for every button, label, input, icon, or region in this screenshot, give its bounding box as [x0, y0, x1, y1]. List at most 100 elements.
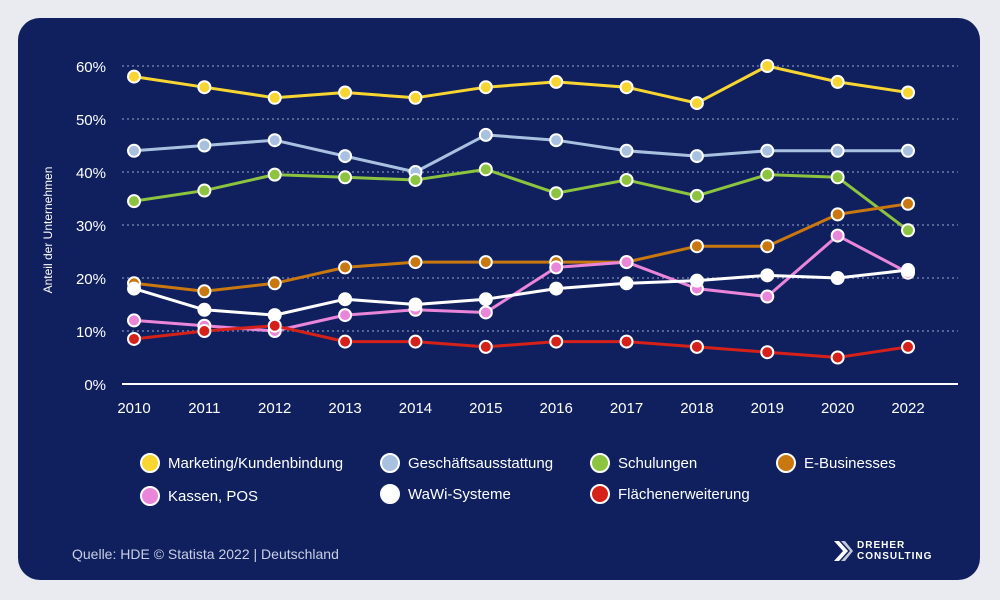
x-tick-label: 2020 — [821, 400, 854, 417]
data-point[interactable] — [267, 318, 282, 333]
data-point[interactable] — [689, 273, 704, 288]
data-point[interactable] — [760, 167, 775, 182]
data-point[interactable] — [830, 350, 845, 365]
x-tick-label: 2019 — [751, 400, 784, 417]
data-point[interactable] — [127, 194, 141, 209]
x-tick-label: 2016 — [539, 400, 572, 417]
data-point[interactable] — [127, 143, 141, 158]
data-point[interactable] — [830, 143, 845, 158]
data-point[interactable] — [901, 339, 915, 354]
data-point[interactable] — [408, 172, 423, 187]
data-point[interactable] — [267, 167, 282, 182]
data-point[interactable] — [760, 143, 775, 158]
data-point[interactable] — [408, 334, 423, 349]
data-point[interactable] — [760, 268, 775, 283]
data-point[interactable] — [830, 207, 845, 222]
y-tick-label: 60% — [76, 59, 106, 76]
data-point[interactable] — [830, 170, 845, 185]
y-tick-label: 40% — [76, 165, 106, 182]
data-point[interactable] — [619, 172, 634, 187]
data-point[interactable] — [549, 133, 564, 148]
data-point[interactable] — [901, 85, 915, 100]
data-point[interactable] — [760, 289, 775, 304]
data-point[interactable] — [127, 331, 141, 346]
data-point[interactable] — [549, 260, 564, 275]
data-point[interactable] — [760, 59, 775, 73]
x-tick-label: 2013 — [328, 400, 361, 417]
data-point[interactable] — [267, 90, 282, 105]
data-point[interactable] — [127, 69, 141, 84]
data-point[interactable] — [689, 149, 704, 164]
data-point[interactable] — [549, 186, 564, 201]
data-point[interactable] — [478, 305, 493, 320]
x-tick-label: 2017 — [610, 400, 643, 417]
data-point[interactable] — [338, 260, 353, 275]
series-line — [133, 324, 909, 359]
data-point[interactable] — [619, 276, 634, 291]
data-point[interactable] — [549, 334, 564, 349]
data-point[interactable] — [478, 292, 493, 307]
data-point[interactable] — [267, 276, 282, 291]
data-point[interactable] — [197, 138, 212, 153]
y-tick-label: 30% — [76, 218, 106, 235]
data-point[interactable] — [197, 183, 212, 198]
data-point[interactable] — [267, 133, 282, 148]
data-point[interactable] — [197, 302, 212, 317]
data-point[interactable] — [197, 284, 212, 299]
x-tick-label: 2014 — [399, 400, 432, 417]
data-point[interactable] — [478, 255, 493, 270]
logo-mark-icon — [834, 541, 853, 561]
data-point[interactable] — [338, 334, 353, 349]
data-point[interactable] — [549, 281, 564, 296]
data-point[interactable] — [127, 313, 141, 328]
data-point[interactable] — [408, 90, 423, 105]
data-point[interactable] — [830, 271, 845, 285]
data-point[interactable] — [830, 74, 845, 89]
series-lines — [133, 64, 909, 359]
data-point[interactable] — [478, 339, 493, 354]
data-point[interactable] — [901, 196, 915, 211]
source-note: Quelle: HDE © Statista 2022 | Deutschlan… — [72, 546, 339, 562]
data-point[interactable] — [689, 239, 704, 254]
data-point[interactable] — [689, 339, 704, 354]
x-tick-label: 2018 — [680, 400, 713, 417]
data-point[interactable] — [408, 255, 423, 270]
dreher-consulting-logo: DREHER CONSULTING — [833, 540, 932, 562]
data-point[interactable] — [830, 228, 845, 243]
data-point[interactable] — [197, 324, 212, 338]
chart-card — [18, 18, 980, 580]
logo-line-2: CONSULTING — [857, 551, 933, 562]
data-point[interactable] — [760, 239, 775, 254]
data-point[interactable] — [478, 162, 493, 177]
data-point[interactable] — [338, 308, 353, 323]
data-point[interactable] — [901, 223, 915, 238]
data-point[interactable] — [127, 281, 141, 296]
data-point[interactable] — [408, 297, 423, 312]
data-point[interactable] — [689, 96, 704, 111]
data-point[interactable] — [901, 143, 915, 158]
y-axis-label: Anteil der Unternehmen — [41, 167, 55, 294]
data-point[interactable] — [338, 85, 353, 100]
series-line — [133, 202, 909, 293]
x-tick-label: 2022 — [891, 400, 924, 417]
y-axis-ticks: 0% 10% 20% 30% 40% 50% 60% — [76, 59, 106, 394]
data-point[interactable] — [760, 345, 775, 360]
data-point[interactable] — [901, 263, 915, 278]
series-points — [127, 59, 915, 365]
data-point[interactable] — [338, 170, 353, 185]
data-point[interactable] — [619, 255, 634, 270]
series-line — [133, 268, 909, 317]
data-point[interactable] — [619, 334, 634, 349]
data-point[interactable] — [478, 80, 493, 95]
data-point[interactable] — [197, 80, 212, 95]
data-point[interactable] — [478, 127, 493, 142]
data-point[interactable] — [549, 74, 564, 89]
data-point[interactable] — [338, 292, 353, 307]
data-point[interactable] — [338, 149, 353, 164]
series-line — [133, 234, 909, 333]
series-line — [133, 133, 908, 174]
data-point[interactable] — [689, 188, 704, 203]
y-tick-label: 10% — [76, 324, 106, 341]
data-point[interactable] — [619, 80, 634, 95]
data-point[interactable] — [619, 143, 634, 158]
